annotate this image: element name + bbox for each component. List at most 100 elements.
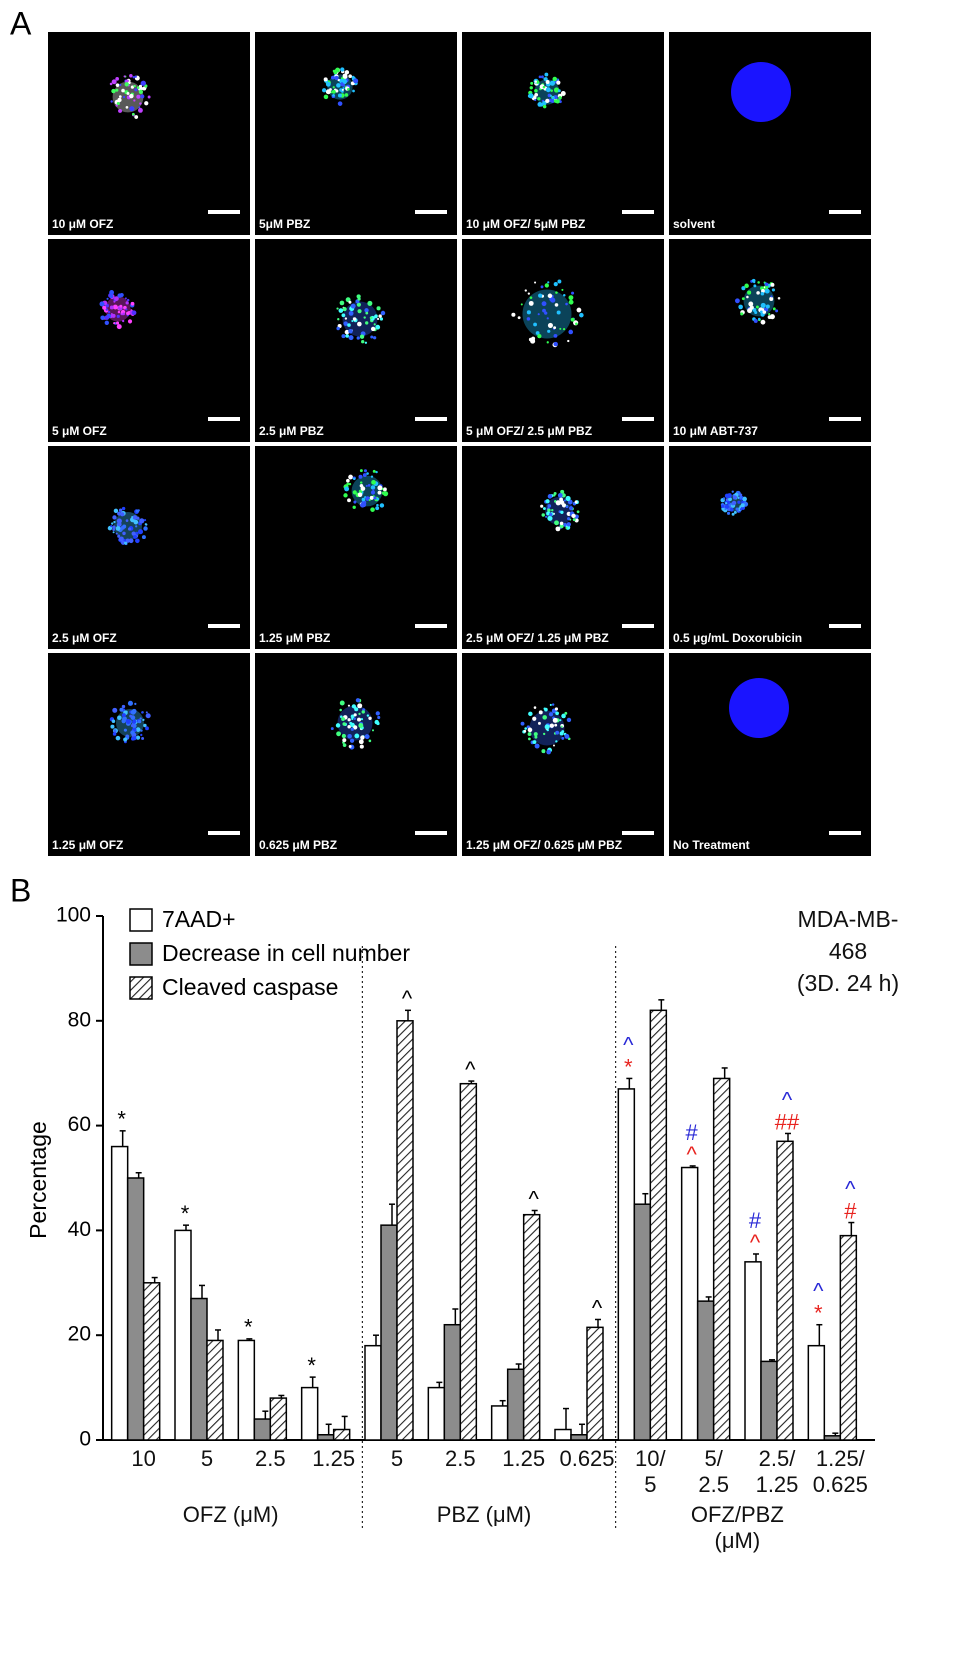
cell-dot (357, 699, 360, 703)
micrograph (255, 239, 457, 442)
bar (300, 1386, 319, 1441)
cell-dot (112, 515, 117, 520)
cell-dot (109, 305, 114, 310)
cell-dot (130, 723, 135, 728)
cell-dot (136, 86, 140, 90)
cell-dot (537, 97, 541, 101)
cell-dot (115, 83, 120, 87)
cell-dot (370, 475, 374, 478)
cell-dot (340, 67, 345, 72)
cell-dot (357, 492, 363, 498)
cell-dot (115, 735, 121, 741)
bar (142, 1282, 161, 1441)
cell-dot (342, 306, 347, 312)
cell-dot (121, 310, 124, 313)
cell-dot (544, 283, 549, 288)
cell-dot (550, 89, 553, 92)
cell-dot (112, 304, 118, 310)
cell-dot (532, 716, 537, 721)
cell-dot (732, 495, 738, 500)
cell-dot (757, 281, 760, 284)
cell-dot (120, 512, 125, 517)
cell-dot (570, 317, 575, 322)
cell-dot (321, 88, 327, 93)
micrograph (669, 32, 871, 235)
cell-dot (560, 489, 565, 494)
annotation: MDA-MB-468 (3D. 24 h) (796, 906, 900, 996)
cell-dot (135, 727, 141, 732)
cell-dot (119, 707, 124, 712)
cell-dot (143, 519, 147, 522)
cell-dot (737, 496, 740, 499)
cell-dot (341, 313, 346, 318)
bar (443, 1323, 462, 1441)
cell-dot (347, 733, 352, 739)
cell-dot (139, 717, 142, 720)
cell-dot (121, 719, 126, 724)
cell-dot (118, 536, 124, 542)
cell-dot (755, 305, 759, 309)
cell-dot (768, 315, 773, 319)
cell-dot (372, 488, 375, 491)
cell-dot (533, 322, 537, 327)
cell-dot (553, 326, 557, 330)
cell-dot (129, 74, 133, 78)
cell-dot (353, 725, 358, 730)
cell-dot (545, 98, 550, 104)
cell-dot (137, 719, 142, 724)
cell-dot (565, 302, 568, 306)
cell-dot (138, 89, 144, 94)
cell-dot (342, 738, 347, 743)
cell-dot (110, 525, 113, 528)
cell-dot (335, 67, 340, 73)
cell-dot (342, 87, 345, 90)
cell-dot (760, 292, 765, 296)
cell-dot (523, 729, 527, 733)
cell-dot (138, 84, 143, 88)
cell-dot (104, 320, 109, 325)
cell-dot (144, 84, 148, 88)
bar (206, 1339, 224, 1441)
cell-dot (746, 295, 749, 299)
image-label: 5 μM OFZ/ 2.5 μM PBZ (466, 424, 592, 438)
cell-dot (543, 77, 548, 82)
cell-dot (357, 717, 362, 722)
image-label: No Treatment (673, 838, 750, 852)
bar (490, 1405, 509, 1441)
micrograph (48, 239, 250, 442)
cell-dot (548, 712, 554, 717)
cell-dot (124, 541, 128, 545)
cell-dot (534, 80, 538, 83)
cell-dot (347, 498, 351, 503)
cell-dot (350, 714, 355, 719)
cell-dot (541, 513, 545, 517)
legend-label: Cleaved caspase (162, 974, 338, 1000)
significance-marker: * (624, 1054, 633, 1079)
bar (823, 1435, 842, 1441)
micrograph (255, 32, 457, 235)
cell-dot (113, 322, 116, 325)
cell-dot (740, 503, 745, 508)
cell-dot (113, 300, 116, 303)
cell-dot (531, 336, 536, 341)
cell-dot (731, 500, 737, 506)
cell-dot (551, 96, 555, 100)
cell-dot (747, 308, 753, 314)
cell-dot (133, 535, 137, 539)
cell-dot (731, 512, 735, 516)
cell-dot (339, 708, 342, 712)
cell-dot (138, 106, 141, 109)
cell-dot (555, 526, 561, 532)
cell-dot (135, 538, 140, 544)
micrograph (255, 653, 457, 856)
cell-dot (382, 487, 387, 492)
cell-dot (347, 704, 350, 707)
image-label: 0.5 μg/mL Doxorubicin (673, 631, 802, 645)
cell-dot (762, 310, 767, 314)
cell-dot (348, 335, 354, 341)
micrograph (462, 446, 664, 649)
cell-dot (127, 527, 132, 531)
cell-dot (735, 507, 739, 511)
cell-dot (376, 306, 381, 311)
cell-dot (769, 296, 774, 301)
